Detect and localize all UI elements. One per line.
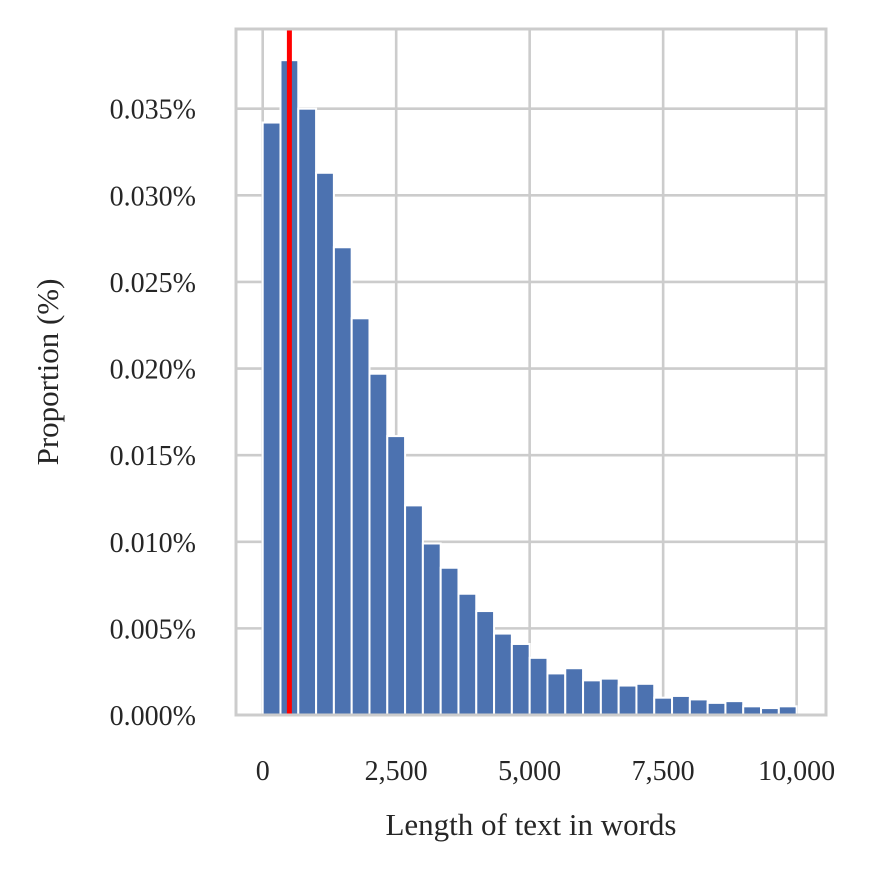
- histogram-bar: [635, 682, 656, 716]
- histogram-bar: [546, 672, 567, 717]
- y-tick-label: 0.020%: [110, 355, 196, 386]
- histogram-bar: [688, 698, 709, 717]
- histogram-bar: [297, 107, 318, 716]
- histogram-bar: [475, 610, 496, 716]
- histogram-bar: [599, 677, 620, 717]
- histogram-bars: [261, 59, 798, 717]
- y-tick-label: 0.000%: [110, 701, 196, 732]
- y-tick-label: 0.025%: [110, 268, 196, 299]
- x-axis-label: Length of text in words: [385, 807, 676, 842]
- histogram-bar: [724, 700, 745, 717]
- histogram-bar: [261, 121, 282, 716]
- x-axis-ticks: 0 2,500 5,000 7,500 10,000: [256, 756, 835, 787]
- histogram-bar: [386, 435, 407, 716]
- histogram-bar: [653, 696, 674, 716]
- histogram-bar: [315, 171, 335, 716]
- histogram-bar: [421, 542, 442, 716]
- x-tick-label: 0: [256, 756, 270, 787]
- y-axis-label: Proportion (%): [30, 279, 65, 466]
- x-tick-label: 7,500: [632, 756, 695, 787]
- histogram-bar: [671, 694, 691, 717]
- y-tick-label: 0.010%: [110, 528, 196, 559]
- plot-frame: [234, 27, 828, 717]
- histogram-bar: [457, 592, 478, 716]
- histogram-bar: [528, 656, 549, 716]
- x-tick-label: 5,000: [498, 756, 561, 787]
- histogram-bar: [582, 679, 602, 716]
- histogram-bar: [617, 684, 638, 716]
- histogram-bar: [706, 701, 727, 716]
- histogram-bar: [510, 642, 531, 716]
- y-axis-ticks: 0.000% 0.005% 0.010% 0.015% 0.020% 0.025% 0.03…: [110, 95, 196, 732]
- histogram-bar: [350, 317, 371, 716]
- x-tick-label: 10,000: [758, 756, 835, 787]
- histogram-bar: [332, 246, 353, 716]
- histogram-bar: [493, 632, 513, 716]
- x-tick-label: 2,500: [365, 756, 428, 787]
- y-tick-label: 0.005%: [110, 614, 196, 645]
- y-tick-label: 0.030%: [110, 181, 196, 212]
- y-tick-label: 0.015%: [110, 441, 196, 472]
- histogram-bar: [368, 372, 389, 716]
- histogram-bar: [564, 667, 585, 717]
- y-tick-label: 0.035%: [110, 95, 196, 126]
- histogram-bar: [404, 504, 424, 716]
- histogram-bar: [439, 566, 460, 716]
